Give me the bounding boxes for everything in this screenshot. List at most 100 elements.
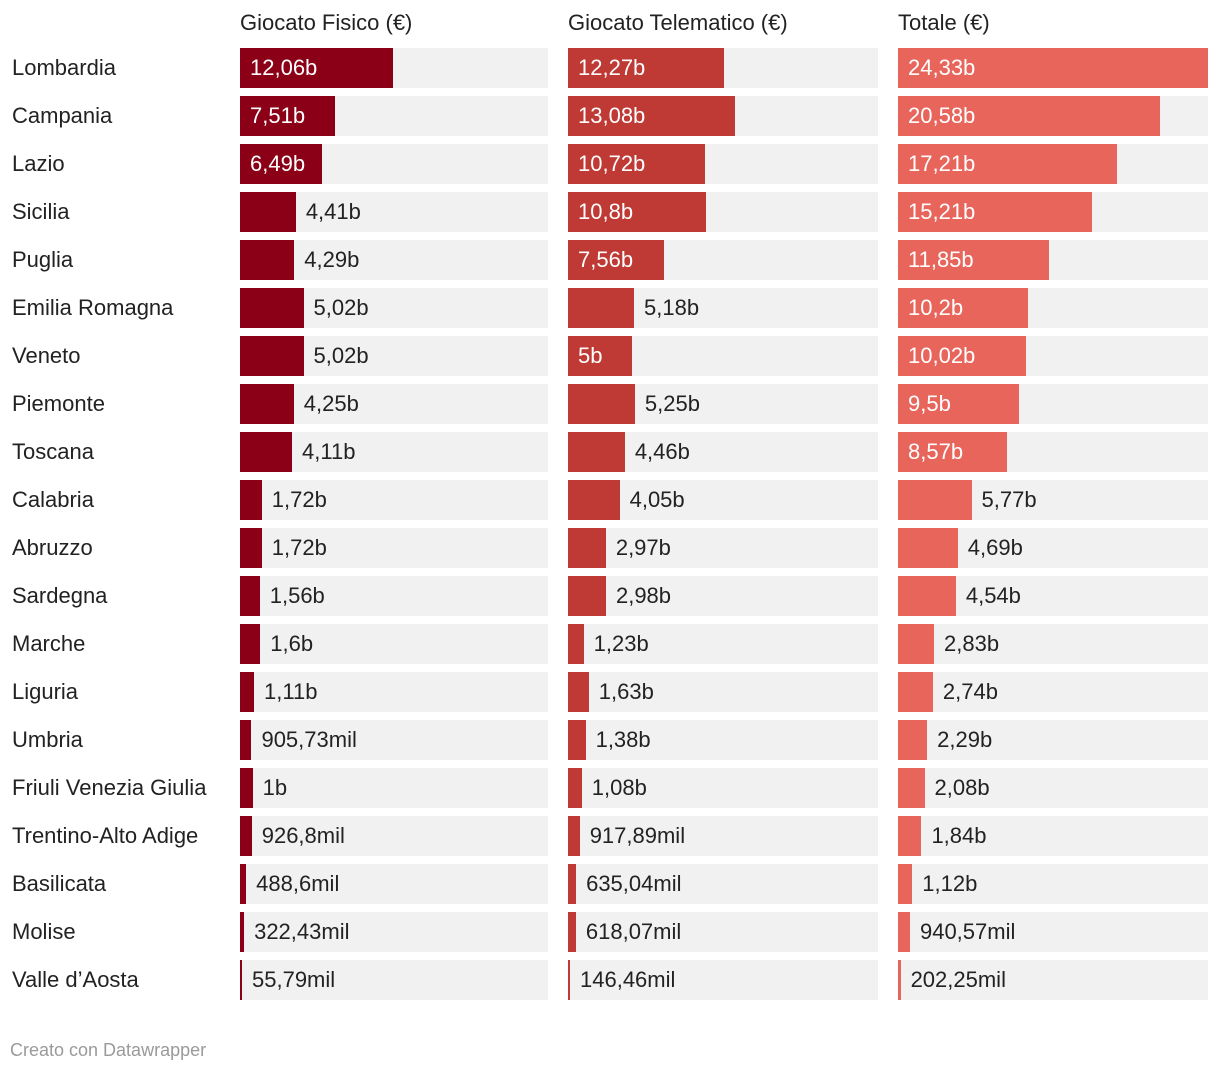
bar-track: 6,49b xyxy=(240,144,548,184)
bar xyxy=(898,768,925,808)
row-label: Sardegna xyxy=(12,583,108,608)
bar xyxy=(568,192,706,232)
bar-track: 24,33b xyxy=(898,48,1208,88)
value-label: 4,11b xyxy=(302,439,356,464)
value-label: 202,25mil xyxy=(910,967,1006,992)
bar xyxy=(898,720,928,760)
value-label: 5,02b xyxy=(313,343,369,368)
value-label: 1,63b xyxy=(598,679,654,704)
value-label: 8,57b xyxy=(908,439,964,464)
bar-track: 1,72b xyxy=(240,528,548,568)
bar-track: 4,54b xyxy=(898,576,1208,616)
value-label: 4,05b xyxy=(629,487,685,512)
bar xyxy=(568,480,620,520)
bar xyxy=(898,528,958,568)
bar xyxy=(568,672,589,712)
bar xyxy=(568,960,570,1000)
bar-track: 1,12b xyxy=(898,864,1208,904)
value-label: 10,02b xyxy=(908,343,976,368)
value-label: 10,2b xyxy=(908,295,964,320)
value-label: 55,79mil xyxy=(252,967,336,992)
value-label: 1,56b xyxy=(269,583,325,608)
value-label: 11,85b xyxy=(908,247,974,272)
bar xyxy=(240,480,262,520)
bar xyxy=(898,864,913,904)
bar xyxy=(240,432,293,472)
bar xyxy=(240,192,296,232)
bar-track: 2,83b xyxy=(898,624,1208,664)
bar-track: 4,05b xyxy=(568,480,878,520)
row-label: Lazio xyxy=(12,151,65,176)
bar xyxy=(240,336,304,376)
bar xyxy=(240,672,255,712)
value-label: 4,54b xyxy=(965,583,1021,608)
value-label: 7,56b xyxy=(578,247,634,272)
row-label: Emilia Romagna xyxy=(12,295,174,320)
value-label: 9,5b xyxy=(908,391,951,416)
bar-track: 5b xyxy=(568,336,878,376)
value-label: 1,12b xyxy=(922,871,978,896)
bar-track: 15,21b xyxy=(898,192,1208,232)
value-label: 488,6mil xyxy=(256,871,340,896)
bar-track: 10,2b xyxy=(898,288,1208,328)
bar-track: 202,25mil xyxy=(898,960,1208,1000)
bar xyxy=(568,144,705,184)
bar-track: 5,18b xyxy=(568,288,878,328)
bar xyxy=(898,960,901,1000)
bar-track: 1,08b xyxy=(568,768,878,808)
bar-track: 618,07mil xyxy=(568,912,878,952)
value-label: 1,72b xyxy=(271,487,327,512)
bar xyxy=(240,384,294,424)
bar-track: 146,46mil xyxy=(568,960,878,1000)
value-label: 20,58b xyxy=(908,103,976,128)
row-label: Lombardia xyxy=(12,55,116,80)
row-label: Marche xyxy=(12,631,86,656)
bar xyxy=(898,432,1008,472)
value-label: 4,29b xyxy=(304,247,360,272)
value-label: 926,8mil xyxy=(261,823,345,848)
value-label: 5,18b xyxy=(644,295,700,320)
value-label: 618,07mil xyxy=(585,919,682,944)
bar-track: 5,77b xyxy=(898,480,1208,520)
value-label: 6,49b xyxy=(250,151,306,176)
bar xyxy=(568,528,606,568)
bar-track: 7,56b xyxy=(568,240,878,280)
value-label: 5b xyxy=(578,343,603,368)
value-label: 4,41b xyxy=(305,199,361,224)
bar-track: 13,08b xyxy=(568,96,878,136)
bar-track: 1,11b xyxy=(240,672,548,712)
bar-track: 2,97b xyxy=(568,528,878,568)
bar xyxy=(568,336,632,376)
row-label: Molise xyxy=(12,919,76,944)
bar xyxy=(240,528,262,568)
value-label: 4,46b xyxy=(634,439,690,464)
bar xyxy=(898,288,1028,328)
bar xyxy=(568,912,576,952)
bar xyxy=(898,48,1208,88)
row-label: Basilicata xyxy=(12,871,107,896)
bar-track: 4,41b xyxy=(240,192,548,232)
bar-track: 1,38b xyxy=(568,720,878,760)
value-label: 2,83b xyxy=(944,631,1000,656)
bar-track: 926,8mil xyxy=(240,816,548,856)
row-label: Campania xyxy=(12,103,113,128)
bar xyxy=(568,624,584,664)
row-label: Calabria xyxy=(12,487,94,512)
bar-track: 4,46b xyxy=(568,432,878,472)
value-label: 10,8b xyxy=(578,199,634,224)
bar xyxy=(898,192,1092,232)
value-label: 1,72b xyxy=(271,535,327,560)
bar-track: 488,6mil xyxy=(240,864,548,904)
bar xyxy=(240,144,323,184)
bar xyxy=(568,432,625,472)
value-label: 2,29b xyxy=(937,727,993,752)
bar-track: 5,02b xyxy=(240,336,548,376)
bar-track: 10,02b xyxy=(898,336,1208,376)
bar xyxy=(568,816,580,856)
bar xyxy=(898,96,1161,136)
bar xyxy=(898,576,956,616)
bar xyxy=(898,624,935,664)
value-label: 2,08b xyxy=(934,775,990,800)
bar-track: 4,11b xyxy=(240,432,548,472)
